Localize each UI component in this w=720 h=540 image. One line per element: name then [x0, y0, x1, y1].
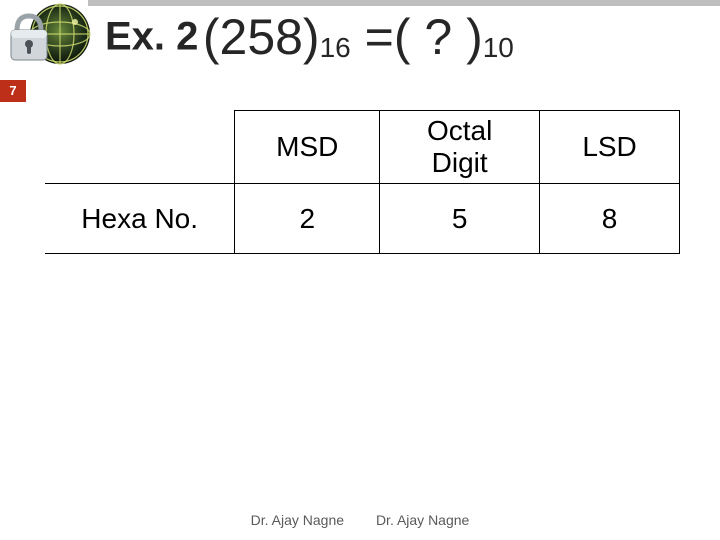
expr-open: (258) [203, 9, 320, 65]
expr-base2: 10 [483, 32, 514, 63]
table-header-octal: OctalDigit [380, 111, 540, 184]
slide-number-badge: 7 [0, 80, 26, 102]
slide-logo [5, 0, 95, 70]
table-header-empty [45, 111, 235, 184]
expr-mid: =( ? ) [351, 9, 483, 65]
top-accent-bar [88, 0, 720, 6]
table-row: Hexa No. 2 5 8 [45, 184, 680, 254]
conversion-table: MSD OctalDigit LSD Hexa No. 2 5 8 [45, 110, 680, 254]
slide-title: Ex. 2 (258)16 =( ? )10 [105, 8, 710, 70]
table-header-row: MSD OctalDigit LSD [45, 111, 680, 184]
example-label: Ex. 2 [105, 15, 198, 59]
table-header-octal-text: OctalDigit [427, 115, 492, 178]
table-header-lsd: LSD [540, 111, 680, 184]
table-cell-lsd: 8 [540, 184, 680, 254]
footer-right: Dr. Ajay Nagne [376, 512, 469, 528]
footer-left: Dr. Ajay Nagne [251, 512, 344, 528]
expr-base1: 16 [320, 32, 351, 63]
table-row-label: Hexa No. [45, 184, 235, 254]
table-header-msd: MSD [235, 111, 380, 184]
table-cell-msd: 2 [235, 184, 380, 254]
globe-lock-icon [5, 0, 95, 70]
table-cell-mid: 5 [380, 184, 540, 254]
slide-footer: Dr. Ajay Nagne Dr. Ajay Nagne [0, 512, 720, 528]
